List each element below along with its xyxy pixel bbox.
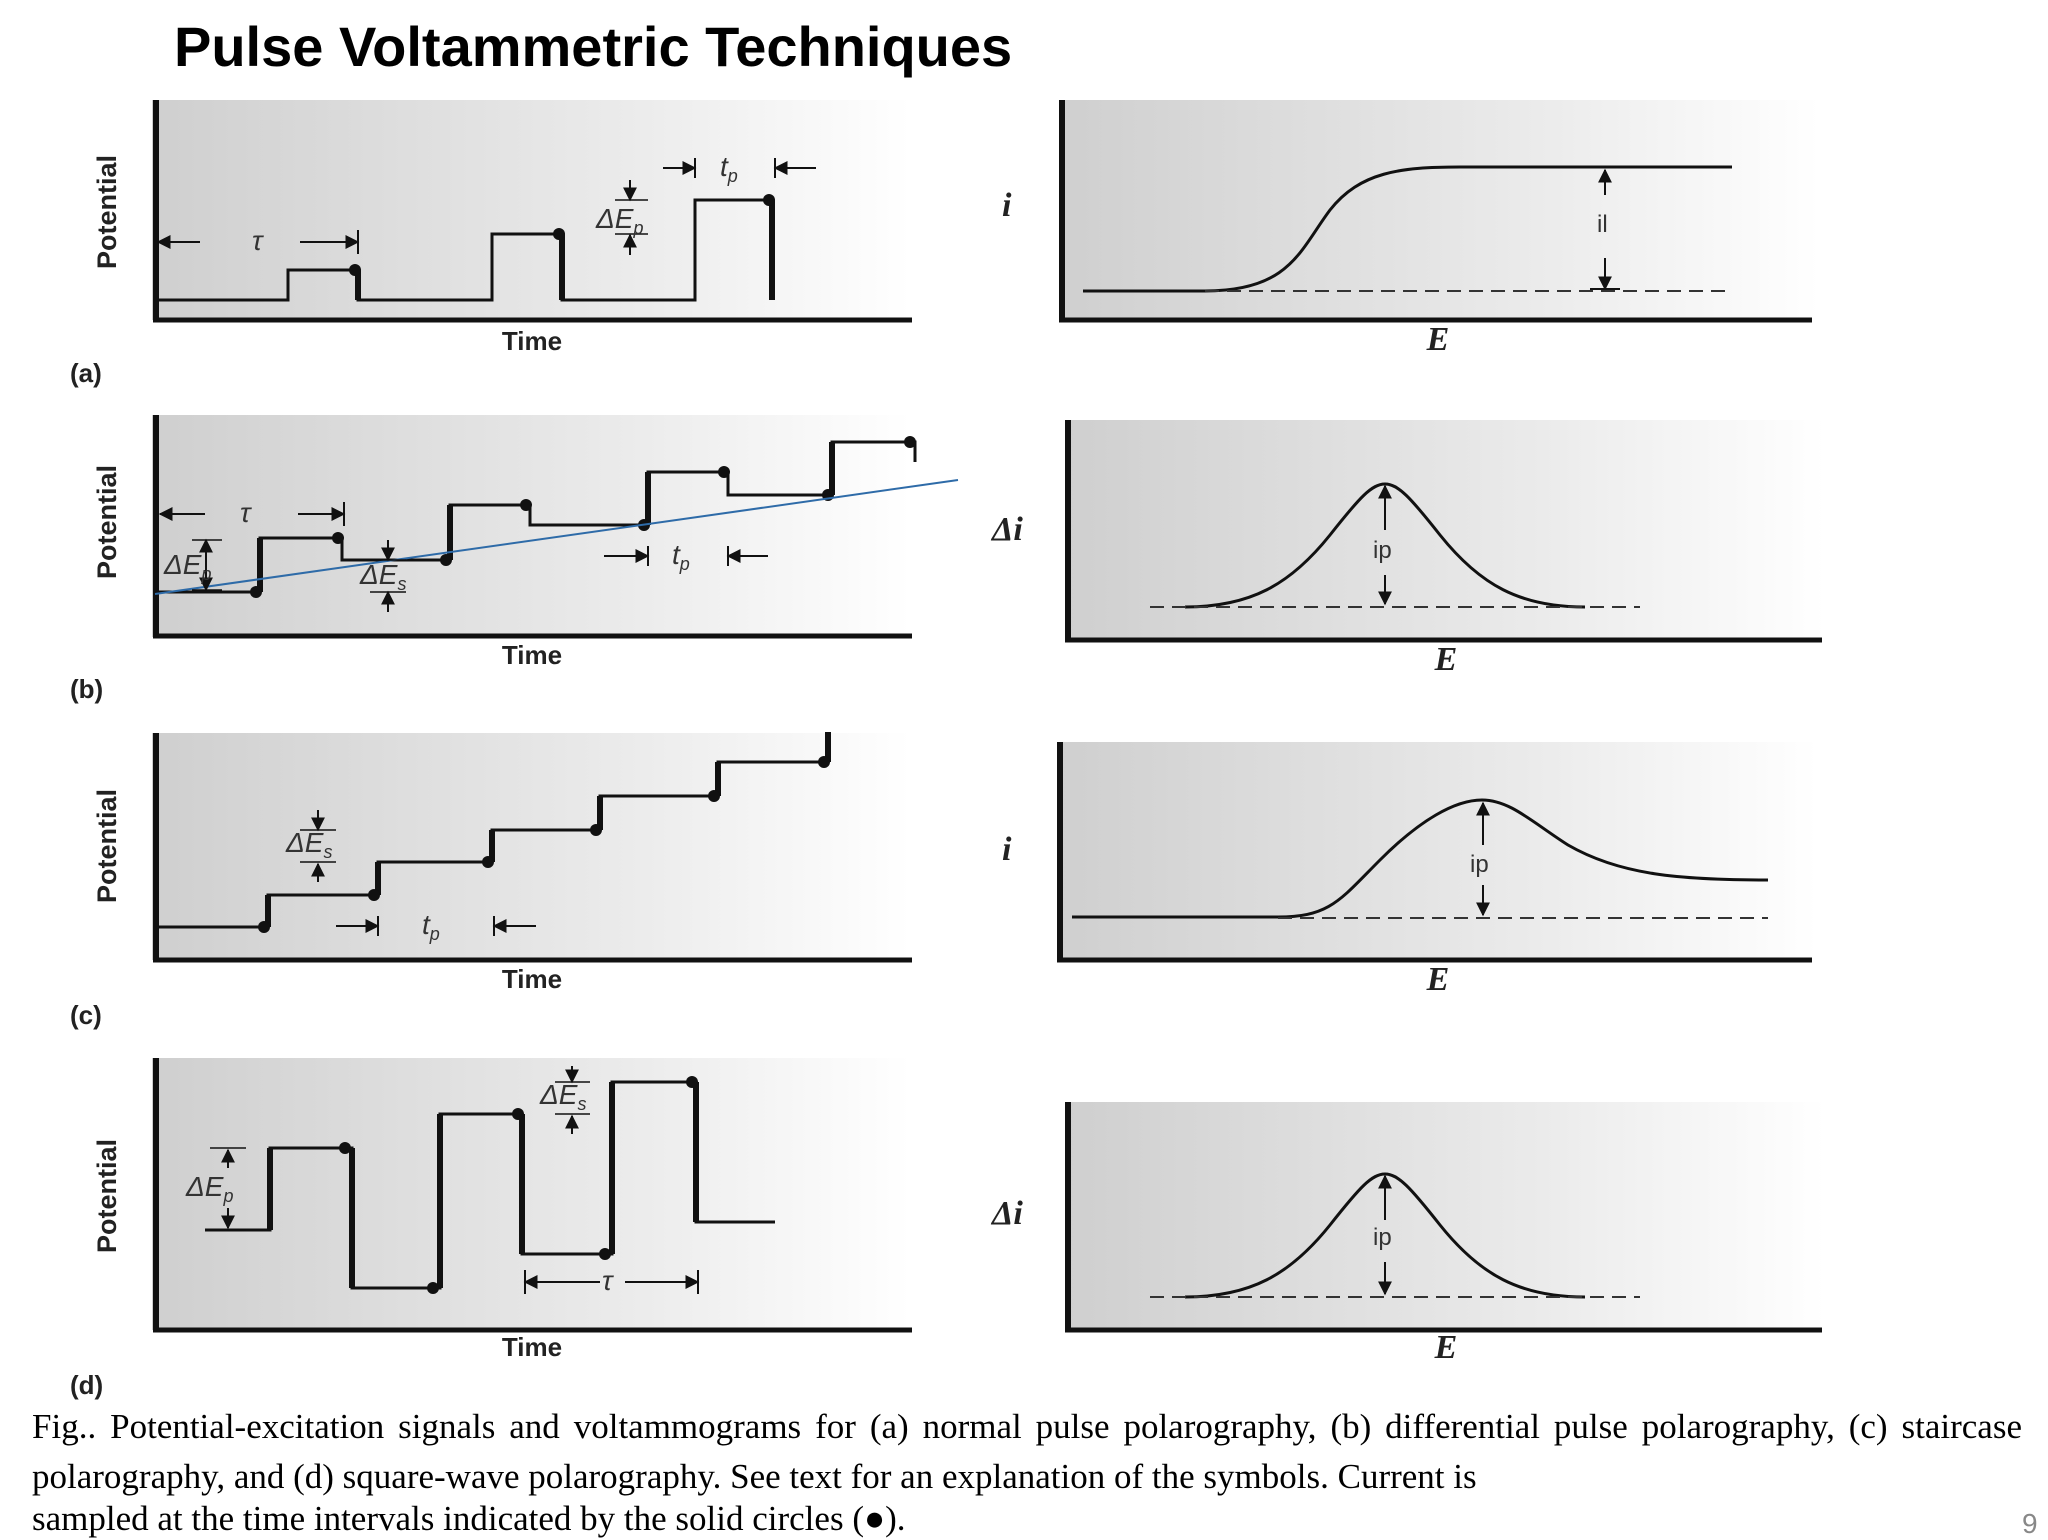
tau-label-a: τ [252, 225, 264, 256]
dEs-label-d: ΔEs [539, 1079, 586, 1114]
il-label-a: il [1597, 211, 1608, 238]
right-xlabel-b: E [1434, 641, 1458, 678]
panel-b-voltammogram [1065, 420, 1826, 643]
panel-label-d: (d) [70, 1370, 103, 1400]
panel-b-excitation [152, 415, 959, 639]
tp-label-c: tp [422, 909, 440, 944]
figure-caption-last-line: sampled at the time intervals indicated … [32, 1499, 906, 1538]
dEs-label-c: ΔEs [285, 827, 332, 862]
panel-d-voltammogram [1065, 1102, 1826, 1333]
panel-a-voltammogram [1059, 100, 1820, 323]
figure-caption: Fig.. Potential-excitation signals and v… [32, 1407, 2022, 1496]
ip-label-c: ip [1470, 851, 1489, 878]
dEp-label-d: ΔEp [185, 1171, 233, 1206]
dEs-label-b: ΔEs [359, 559, 406, 594]
panel-c-excitation [152, 732, 912, 963]
xlabel-d: Time [502, 1332, 562, 1362]
dEp-label-a: ΔEp [595, 203, 643, 238]
panel-label-a: (a) [70, 358, 102, 388]
xlabel-b: Time [502, 640, 562, 670]
ip-label-d: ip [1373, 1224, 1392, 1251]
tp-label-b: tp [672, 539, 690, 574]
tp-label-a: tp [720, 151, 738, 186]
panel-d-excitation [152, 1058, 912, 1333]
right-ylabel-b: Δi [990, 511, 1023, 548]
ip-label-b: ip [1373, 537, 1392, 564]
right-xlabel-a: E [1426, 321, 1450, 358]
xlabel-a: Time [502, 326, 562, 356]
right-xlabel-c: E [1426, 961, 1450, 998]
right-ylabel-c: i [1002, 831, 1012, 868]
panel-label-b: (b) [70, 674, 103, 704]
right-ylabel-d: Δi [990, 1195, 1023, 1232]
tau-label-b: τ [240, 497, 252, 528]
tau-label-d: τ [602, 1265, 614, 1296]
panel-label-c: (c) [70, 1000, 102, 1030]
slide-title: Pulse Voltammetric Techniques [174, 15, 1013, 78]
right-ylabel-a: i [1002, 187, 1012, 224]
xlabel-c: Time [502, 964, 562, 994]
ylabel-a: Potential [92, 155, 122, 269]
slide-number: 9 [2022, 1508, 2038, 1539]
ylabel-c: Potential [92, 789, 122, 903]
dEp-label-b: ΔEp [163, 549, 211, 584]
ylabel-b: Potential [92, 465, 122, 579]
ylabel-d: Potential [92, 1139, 122, 1253]
panel-c-voltammogram [1057, 742, 1818, 963]
right-xlabel-d: E [1434, 1329, 1458, 1366]
panel-a-excitation [152, 100, 912, 323]
